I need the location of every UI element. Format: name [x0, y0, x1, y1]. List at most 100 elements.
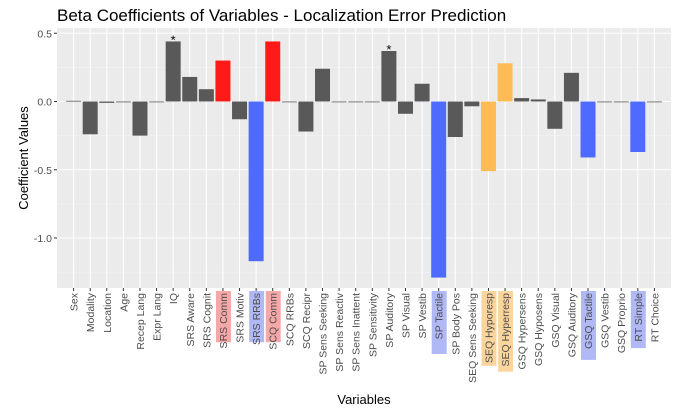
x-tick-label-group: SCQ Comm [265, 291, 281, 350]
x-tick-label-group: SCQ Recipr [301, 293, 313, 350]
y-tick-label: -1.0 [34, 233, 52, 245]
bar-expr-lang [149, 101, 165, 103]
bar-gsq-auditory [563, 72, 579, 102]
x-tick-label: RT Simple [633, 293, 645, 342]
x-tick-label: SRS Aware [185, 293, 197, 347]
x-axis: Sex Modality Location Age Recep Lang Expr Lan… [69, 288, 661, 383]
bar-recep-lang [132, 101, 148, 136]
x-tick-label-group: GSQ Hypersens [517, 293, 529, 369]
bar-srs-aware [182, 76, 198, 102]
bar-srs-cognit [198, 89, 214, 102]
x-tick-label: Modality [85, 292, 97, 332]
bar-modality [82, 101, 98, 135]
x-tick-label: SEQ Hyporesp [483, 293, 495, 363]
x-tick-label-group: SRS Comm [215, 291, 231, 349]
chart-title: Beta Coefficients of Variables - Localiz… [57, 6, 506, 25]
x-tick-label: GSQ Vestib [600, 293, 612, 348]
plot-panel [57, 28, 671, 288]
x-tick-label-group: SEQ Sens Seeking [467, 293, 479, 383]
bar-sp-sens-inattent [348, 101, 364, 103]
label-highlight [498, 291, 514, 372]
bar-gsq-hyposens [530, 99, 546, 102]
x-tick-label: SRS Motiv [235, 292, 247, 342]
x-tick-label-group: SRS RRBs [249, 291, 265, 345]
bar-gsq-visual [547, 101, 563, 129]
x-tick-label: SCQ RRBs [284, 293, 296, 346]
significance-marker: * [386, 42, 391, 57]
bar-srs-rrbs [248, 101, 264, 262]
x-tick-label: SRS Cognit [201, 293, 213, 348]
x-tick-label-group: SP Sensitivity [367, 292, 379, 357]
label-highlight [249, 291, 265, 343]
x-tick-label: Expr Lang [152, 293, 164, 341]
x-tick-label: Recep Lang [135, 293, 147, 350]
x-tick-label: GSQ Hypersens [517, 293, 529, 369]
bar-rt-choice [646, 101, 662, 103]
significance-marker: * [171, 32, 176, 47]
x-tick-label-group: RT Choice [649, 293, 661, 342]
bar-seq-hyperresp [497, 63, 513, 102]
x-tick-label-group: SP Vestib [417, 293, 429, 338]
x-tick-label: GSQ Visual [550, 293, 562, 348]
x-tick-label: SRS RRBs [251, 293, 263, 345]
x-tick-label-group: Modality [85, 292, 97, 332]
x-tick-label: SP Auditory [384, 292, 396, 347]
bar-rt-simple [630, 101, 646, 153]
x-tick-label: GSQ Tactile [583, 293, 595, 349]
x-tick-label-group: SP Sens Seeking [318, 293, 330, 375]
bar-sex [66, 100, 82, 102]
x-tick-label: SEQ Sens Seeking [467, 293, 479, 383]
x-tick-label-group: Expr Lang [152, 293, 164, 341]
bar-age [115, 101, 131, 103]
x-tick-label-group: Recep Lang [135, 293, 147, 350]
x-tick-label-group: GSQ Auditory [566, 292, 578, 357]
x-axis-title: Variables [337, 392, 391, 407]
x-tick-label-group: GSQ Vestib [600, 293, 612, 348]
x-tick-label-group: Sex [69, 292, 81, 311]
x-tick-label: SCQ Recipr [301, 293, 313, 350]
bar-sp-body-pos [447, 101, 463, 137]
bar-iq [165, 41, 181, 102]
x-tick-label-group: SEQ Hyporesp [481, 291, 497, 366]
bar-seq-sens-seeking [464, 101, 480, 107]
x-tick-label-group: SP Visual [400, 293, 412, 338]
bar-scq-recipr [298, 101, 314, 132]
x-tick-label-group: GSQ Proprio [616, 293, 628, 353]
y-axis: 0.5 0.0 -0.5 -1.0 [34, 28, 57, 245]
y-tick-label: -0.5 [34, 165, 52, 177]
bar-scq-rrbs [281, 101, 297, 103]
x-tick-label-group: SCQ RRBs [284, 293, 296, 346]
x-tick-label: SP Sens Reactiv [334, 292, 346, 371]
bar-gsq-vestib [597, 101, 613, 103]
x-tick-label: SP Vestib [417, 293, 429, 338]
x-tick-label-group: SP Sens Inattent [351, 293, 363, 372]
x-tick-label-group: SEQ Hyperresp [498, 291, 514, 372]
bar-srs-motiv [232, 101, 248, 120]
bar-sp-vestib [414, 83, 430, 102]
x-tick-label: RT Choice [649, 293, 661, 342]
x-tick-label-group: SP Body Pos [450, 293, 462, 355]
bar-seq-hyporesp [480, 101, 496, 172]
bar-gsq-hypersens [514, 98, 530, 102]
label-highlight [431, 291, 447, 354]
x-tick-label: Location [102, 293, 114, 333]
x-tick-label: SP Body Pos [450, 293, 462, 355]
bar-sp-visual [397, 101, 413, 114]
x-tick-label: Age [118, 293, 130, 312]
x-tick-label: SRS Comm [218, 293, 230, 349]
bar-sp-sensitivity [364, 101, 380, 103]
label-highlight [265, 291, 281, 343]
label-highlight [481, 291, 497, 366]
x-tick-label-group: SP Auditory [384, 292, 396, 347]
x-tick-label-group: SRS Motiv [235, 292, 247, 342]
x-tick-label: SEQ Hyperresp [500, 293, 512, 367]
bars: ** [66, 32, 662, 278]
x-tick-label-group: IQ [168, 293, 180, 304]
x-tick-label: GSQ Proprio [616, 293, 628, 353]
label-highlight [215, 291, 231, 343]
x-tick-label: GSQ Hyposens [533, 293, 545, 366]
x-tick-label-group: SP Sens Reactiv [334, 292, 346, 371]
y-tick-label: 0.5 [37, 28, 52, 40]
x-tick-label: SCQ Comm [268, 293, 280, 350]
